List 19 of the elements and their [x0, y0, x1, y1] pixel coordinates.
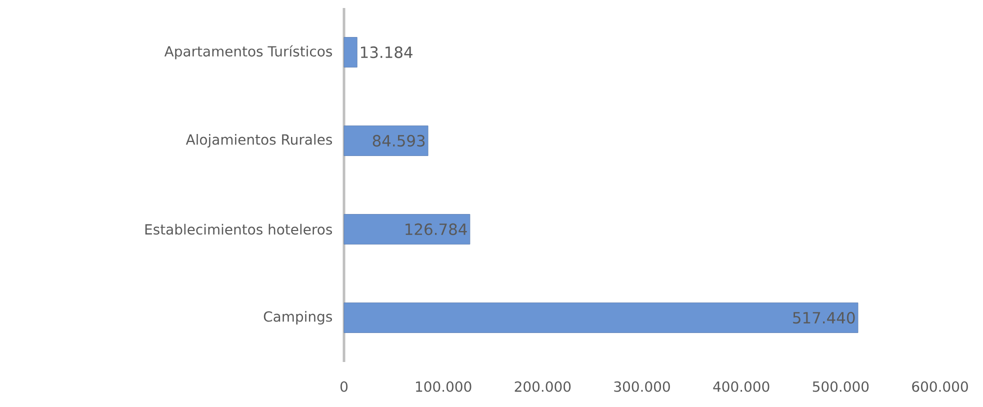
- x-tick-label: 200.000: [514, 381, 571, 392]
- x-tick-label: 500.000: [812, 381, 869, 392]
- x-tick-label: 0: [340, 381, 348, 392]
- y-tick-label: Apartamentos Turísticos: [164, 45, 332, 60]
- x-tick-label: 600.000: [912, 381, 968, 392]
- x-tick-label: 100.000: [416, 381, 472, 392]
- bar: [344, 126, 428, 156]
- x-tick-label: 400.000: [713, 381, 770, 392]
- bar: [344, 37, 358, 68]
- data-label: 126.784: [406, 223, 467, 236]
- data-label: 13.184: [361, 46, 412, 58]
- data-label: 84.593: [372, 134, 425, 147]
- y-tick-label: Establecimientos hoteleros: [145, 224, 332, 235]
- bar: [344, 302, 858, 333]
- data-label: 517.440: [793, 312, 855, 324]
- y-tick-label: Alojamientos Rurales: [186, 134, 332, 148]
- x-tick-label: 300.000: [614, 381, 670, 392]
- bar: [344, 214, 470, 244]
- y-tick-label: Campings: [264, 311, 332, 325]
